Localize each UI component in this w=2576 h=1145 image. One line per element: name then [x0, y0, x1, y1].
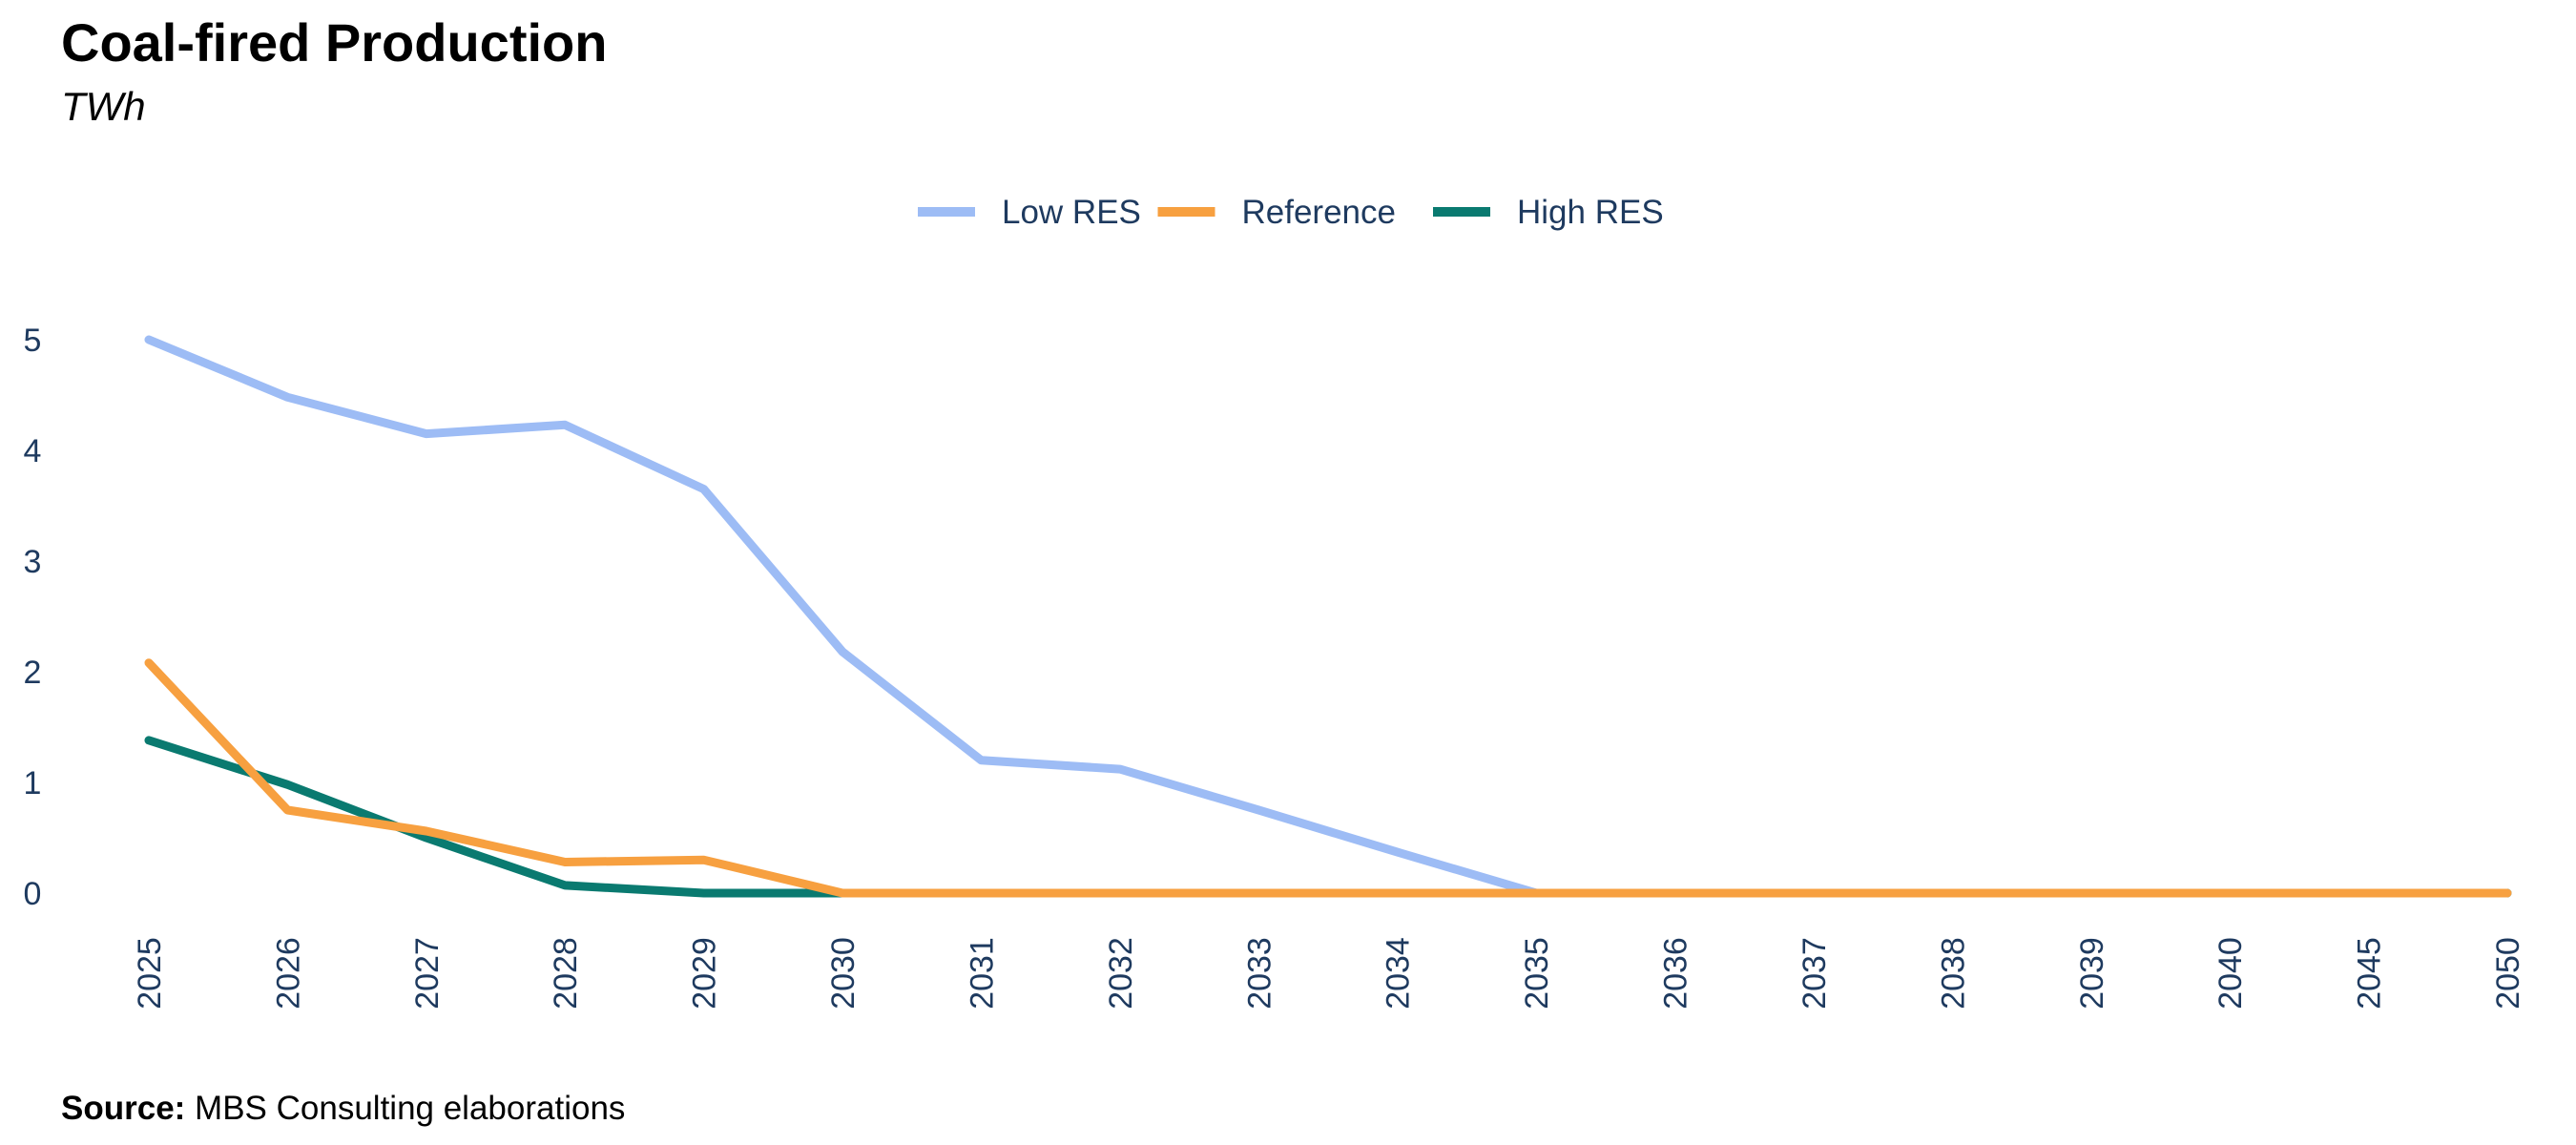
y-tick-label: 5: [24, 323, 42, 359]
y-tick-label: 1: [24, 765, 42, 802]
x-tick-label: 2031: [964, 937, 1000, 1010]
x-tick-label: 2045: [2352, 937, 2388, 1010]
legend-label-reference: Reference: [1242, 194, 1396, 231]
source-label: Source:: [61, 1090, 186, 1127]
x-tick-label: 2029: [687, 937, 723, 1010]
x-tick-label: 2035: [1519, 937, 1555, 1010]
x-tick-label: 2050: [2490, 937, 2526, 1010]
x-tick-label: 2026: [270, 937, 306, 1010]
x-tick-label: 2037: [1797, 937, 1833, 1010]
y-tick-label: 2: [24, 655, 42, 691]
y-tick-label: 4: [24, 433, 42, 469]
legend-label-low-res: Low RES: [1002, 194, 1141, 231]
series-line-reference: [144, 658, 2512, 898]
x-tick-label: 2025: [132, 937, 168, 1010]
x-tick-label: 2028: [548, 937, 584, 1010]
x-tick-label: 2040: [2212, 937, 2249, 1010]
x-tick-label: 2039: [2074, 937, 2110, 1010]
series-line-low-res: [144, 335, 2512, 898]
y-axis-ticks: 0 1 2 3 4 5: [24, 323, 42, 912]
series-lines: [144, 335, 2512, 898]
x-tick-label: 2032: [1103, 937, 1139, 1010]
y-tick-label: 3: [24, 544, 42, 580]
x-axis-ticks: 2025 2026 2027 2028 2029 2030 2031 2032 2033 2034…: [132, 937, 2526, 1010]
chart-title: Coal-fired Production: [61, 12, 608, 73]
source-text: MBS Consulting elaborations: [195, 1090, 626, 1127]
x-tick-label: 2027: [409, 937, 446, 1010]
series-line-high-res: [144, 736, 2512, 898]
y-tick-label: 0: [24, 876, 42, 912]
legend-label-high-res: High RES: [1517, 194, 1664, 231]
legend: Low RES Reference High RES: [918, 194, 1664, 231]
x-tick-label: 2030: [825, 937, 862, 1010]
x-tick-label: 2034: [1381, 937, 1417, 1010]
chart-subtitle: TWh: [61, 84, 146, 129]
x-tick-label: 2033: [1241, 937, 1278, 1010]
x-tick-label: 2038: [1935, 937, 1971, 1010]
source-note: Source: MBS Consulting elaborations: [61, 1090, 625, 1128]
x-tick-label: 2036: [1658, 937, 1694, 1010]
